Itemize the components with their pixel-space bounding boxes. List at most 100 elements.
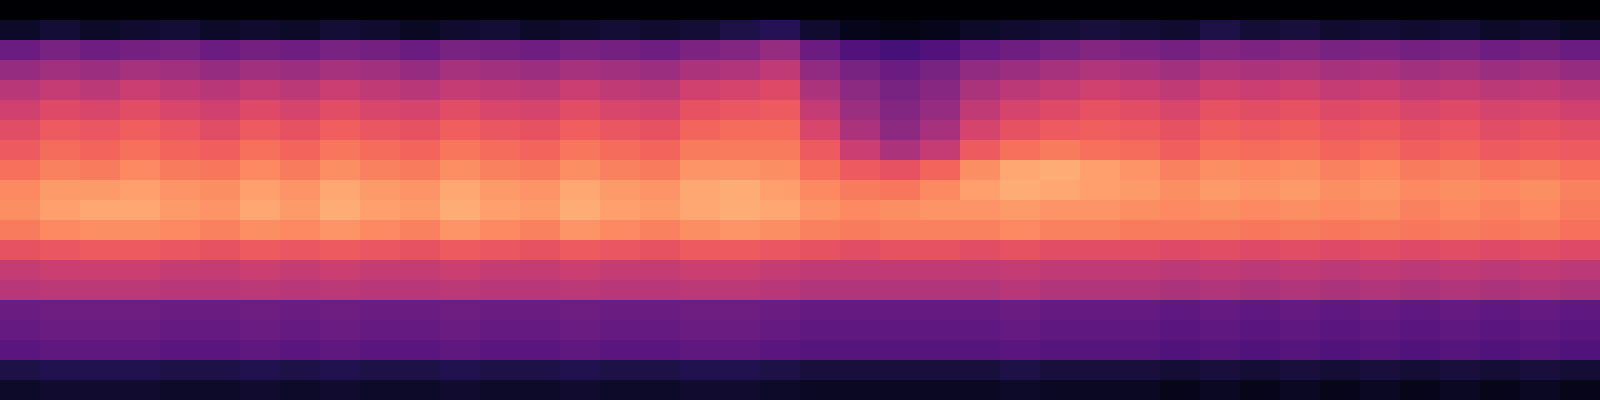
heatmap-cell: [360, 300, 401, 321]
heatmap-cell: [1440, 40, 1481, 61]
heatmap-cell: [440, 100, 481, 121]
heatmap-cell: [840, 20, 881, 41]
heatmap-cell: [880, 280, 921, 301]
heatmap-cell: [600, 320, 641, 341]
heatmap-cell: [520, 360, 561, 381]
heatmap-cell: [240, 0, 281, 21]
heatmap-cell: [840, 140, 881, 161]
heatmap-cell: [1000, 200, 1041, 221]
heatmap-cell: [1400, 60, 1441, 81]
heatmap-cell: [600, 120, 641, 141]
heatmap-cell: [120, 160, 161, 181]
heatmap-cell: [1040, 120, 1081, 141]
heatmap-cell: [440, 320, 481, 341]
heatmap-cell: [360, 60, 401, 81]
heatmap-cell: [560, 220, 601, 241]
heatmap-cell: [1240, 120, 1281, 141]
heatmap-cell: [680, 100, 721, 121]
heatmap-cell: [1000, 380, 1041, 400]
heatmap-cell: [320, 160, 361, 181]
heatmap-cell: [720, 320, 761, 341]
heatmap-cell: [560, 0, 601, 21]
heatmap-cell: [1160, 140, 1201, 161]
heatmap-cell: [120, 180, 161, 201]
heatmap-cell: [800, 100, 841, 121]
heatmap-cell: [640, 180, 681, 201]
heatmap-cell: [1360, 200, 1401, 221]
heatmap-cell: [1280, 240, 1321, 261]
heatmap-cell: [1120, 240, 1161, 261]
heatmap-cell: [840, 380, 881, 400]
heatmap-cell: [1400, 100, 1441, 121]
heatmap-cell: [680, 160, 721, 181]
heatmap-cell: [1480, 300, 1521, 321]
heatmap-cell: [560, 380, 601, 400]
heatmap-cell: [480, 120, 521, 141]
heatmap-cell: [1360, 320, 1401, 341]
heatmap-cell: [840, 280, 881, 301]
heatmap-cell: [1440, 60, 1481, 81]
heatmap-cell: [640, 280, 681, 301]
heatmap-cell: [680, 340, 721, 361]
heatmap-cell: [1400, 120, 1441, 141]
heatmap-cell: [0, 300, 41, 321]
heatmap-cell: [1120, 0, 1161, 21]
heatmap-cell: [1120, 20, 1161, 41]
heatmap-cell: [200, 100, 241, 121]
heatmap-cell: [1360, 20, 1401, 41]
heatmap-cell: [1080, 140, 1121, 161]
heatmap-cell: [1000, 0, 1041, 21]
heatmap-cell: [1320, 300, 1361, 321]
heatmap-cell: [1000, 140, 1041, 161]
heatmap-cell: [1280, 280, 1321, 301]
heatmap-cell: [1560, 100, 1600, 121]
heatmap-cell: [40, 0, 81, 21]
heatmap-cell: [1240, 260, 1281, 281]
heatmap-cell: [1080, 0, 1121, 21]
heatmap-cell: [720, 120, 761, 141]
heatmap-cell: [1360, 100, 1401, 121]
heatmap-cell: [600, 380, 641, 400]
heatmap-cell: [1320, 160, 1361, 181]
heatmap-cell: [360, 40, 401, 61]
heatmap-cell: [360, 280, 401, 301]
heatmap-cell: [1080, 340, 1121, 361]
heatmap-cell: [1320, 200, 1361, 221]
heatmap-cell: [1120, 300, 1161, 321]
heatmap-cell: [280, 380, 321, 400]
heatmap-cell: [1360, 380, 1401, 400]
heatmap-cell: [1560, 160, 1600, 181]
heatmap-cell: [1440, 340, 1481, 361]
heatmap-cell: [680, 280, 721, 301]
heatmap-cell: [1200, 200, 1241, 221]
heatmap-cell: [800, 140, 841, 161]
heatmap-cell: [640, 220, 681, 241]
heatmap-cell: [40, 40, 81, 61]
heatmap-cell: [0, 160, 41, 181]
heatmap-cell: [1360, 80, 1401, 101]
heatmap-cell: [1080, 240, 1121, 261]
heatmap-cell: [440, 40, 481, 61]
heatmap-cell: [1560, 0, 1600, 21]
heatmap-cell: [280, 300, 321, 321]
heatmap-cell: [1520, 120, 1561, 141]
heatmap-cell: [1320, 260, 1361, 281]
heatmap-cell: [440, 160, 481, 181]
heatmap-cell: [560, 80, 601, 101]
heatmap-cell: [760, 180, 801, 201]
heatmap-cell: [1160, 280, 1201, 301]
heatmap-cell: [400, 360, 441, 381]
heatmap-cell: [160, 0, 201, 21]
heatmap-cell: [520, 0, 561, 21]
heatmap-cell: [520, 320, 561, 341]
heatmap-cell: [760, 320, 801, 341]
heatmap-cell: [1480, 280, 1521, 301]
heatmap-cell: [960, 80, 1001, 101]
heatmap-cell: [40, 220, 81, 241]
heatmap-cell: [1560, 180, 1600, 201]
heatmap-cell: [1280, 100, 1321, 121]
heatmap-cell: [320, 100, 361, 121]
heatmap-cell: [600, 280, 641, 301]
heatmap-cell: [240, 80, 281, 101]
heatmap-cell: [80, 180, 121, 201]
